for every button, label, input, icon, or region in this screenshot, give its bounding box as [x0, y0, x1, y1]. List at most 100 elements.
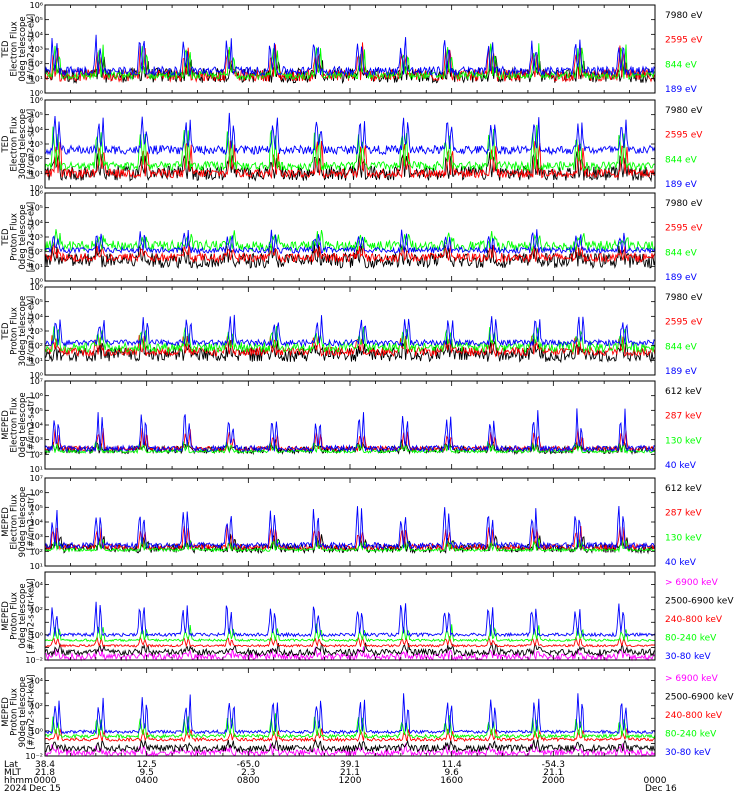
legend-label: 80-240 keV — [665, 634, 717, 644]
y-tick-label: 10² — [30, 248, 43, 257]
legend-label: > 6900 keV — [665, 578, 719, 588]
series-line — [45, 43, 656, 81]
y-axis-label-line: 90deg telescope — [18, 487, 28, 558]
series-line — [44, 335, 656, 358]
series-line — [44, 693, 656, 735]
y-tick-label: 10⁰ — [30, 727, 43, 736]
x-tick-label: 1600 — [440, 776, 463, 786]
series-line — [44, 408, 656, 454]
y-tick-label: 10² — [30, 60, 43, 69]
x-tick-label: -54.3 — [542, 760, 565, 770]
y-axis-label-line: 0deg telescope — [18, 392, 28, 457]
legend-label: 2595 eV — [665, 318, 703, 328]
series-line — [44, 505, 656, 551]
y-axis-label-line: Electron Flux — [10, 494, 20, 549]
y-tick-label: 10⁵ — [30, 111, 43, 120]
panel-frame — [44, 667, 656, 757]
y-tick-label: 10² — [30, 342, 43, 351]
y-tick-label: 10⁵ — [30, 503, 43, 512]
y-tick-label: 10² — [30, 547, 43, 556]
legend-label: 287 keV — [665, 412, 702, 422]
y-tick-label: 10⁶ — [30, 1, 43, 10]
y-tick-label: 10⁻² — [25, 752, 43, 761]
y-axis-label-line: Electron Flux — [10, 21, 20, 76]
legend-label: 189 eV — [665, 273, 698, 283]
legend-label: 240-800 keV — [665, 615, 723, 625]
y-axis-label-line: 0deg telescope — [18, 16, 28, 81]
x-tick-label: 2000 — [542, 776, 565, 786]
series-line — [44, 124, 656, 172]
y-axis-label-line: [#/cm2-s-str-eV] — [27, 296, 37, 366]
x-tick-label: 9.6 — [445, 768, 460, 778]
panel-frame — [44, 380, 656, 470]
series-line — [44, 112, 656, 156]
legend-label: 7980 eV — [665, 106, 703, 116]
y-tick-label: 10⁶ — [30, 96, 43, 105]
panel-frame — [44, 477, 656, 567]
y-tick-label: 10² — [30, 155, 43, 164]
y-tick-label: 10¹ — [30, 262, 43, 271]
y-axis-label-line: 30deg telescope — [18, 109, 28, 180]
y-axis-label-line: MEPED — [1, 410, 11, 440]
x-tick-label: -65.0 — [237, 760, 261, 770]
y-tick-label: 10⁶ — [30, 392, 43, 401]
y-tick-label: 10⁴ — [30, 218, 43, 227]
x-tick-label: 0000 — [34, 776, 57, 786]
legend-label: 80-240 keV — [665, 730, 717, 740]
y-tick-label: 10⁷ — [30, 377, 43, 386]
x-tick-label: 21.1 — [543, 768, 563, 778]
legend-label: 287 keV — [665, 509, 702, 519]
series-line — [44, 713, 656, 740]
y-tick-label: 10² — [30, 450, 43, 459]
y-axis-label-line: MEPED — [1, 507, 11, 537]
series-line — [44, 601, 656, 638]
y-tick-label: 10⁰ — [30, 371, 43, 380]
y-tick-label: 10¹ — [30, 562, 43, 571]
y-axis-label-line: [#/cm2-s-str-eV] — [27, 14, 37, 84]
panel-frame — [44, 192, 656, 282]
y-axis-label-line: 0deg telescope — [18, 204, 28, 269]
series-line — [44, 314, 656, 348]
x-tick-label: 0400 — [135, 776, 158, 786]
x-row-label: 2024 — [4, 784, 27, 794]
legend-label: 130 keV — [665, 533, 702, 543]
y-axis-label-line: TED — [1, 40, 11, 59]
legend-label: 844 eV — [665, 155, 698, 165]
legend-label: 7980 eV — [665, 11, 703, 21]
y-axis-label-line: Proton Flux — [10, 213, 20, 261]
y-tick-label: 10⁴ — [30, 581, 43, 590]
legend-label: 30-80 keV — [665, 652, 711, 662]
x-tick-label: 2.3 — [241, 768, 255, 778]
y-tick-label: 10⁶ — [30, 283, 43, 292]
x-row-label: hhmm — [4, 776, 33, 786]
legend-label: > 6900 keV — [665, 674, 719, 684]
x-tick-label: 21.8 — [35, 768, 55, 778]
x-row-label: Lat — [4, 760, 19, 770]
x-tick-label: 0800 — [237, 776, 260, 786]
series-line — [44, 623, 656, 643]
x-tick-label: 11.4 — [442, 760, 462, 770]
x-tick-label: 0000 — [644, 776, 667, 786]
series-line — [44, 326, 656, 354]
series-line — [44, 140, 656, 180]
legend-label: 2595 eV — [665, 224, 703, 234]
y-tick-label: 10³ — [30, 233, 43, 242]
y-axis-label-line: Electron Flux — [10, 397, 20, 452]
series-line — [44, 241, 656, 270]
y-tick-label: 10⁶ — [30, 189, 43, 198]
y-tick-label: 10⁰ — [30, 631, 43, 640]
series-line — [44, 229, 656, 255]
y-tick-label: 10⁴ — [30, 421, 43, 430]
legend-label: 612 keV — [665, 484, 702, 494]
legend-label: 40 keV — [665, 558, 697, 568]
